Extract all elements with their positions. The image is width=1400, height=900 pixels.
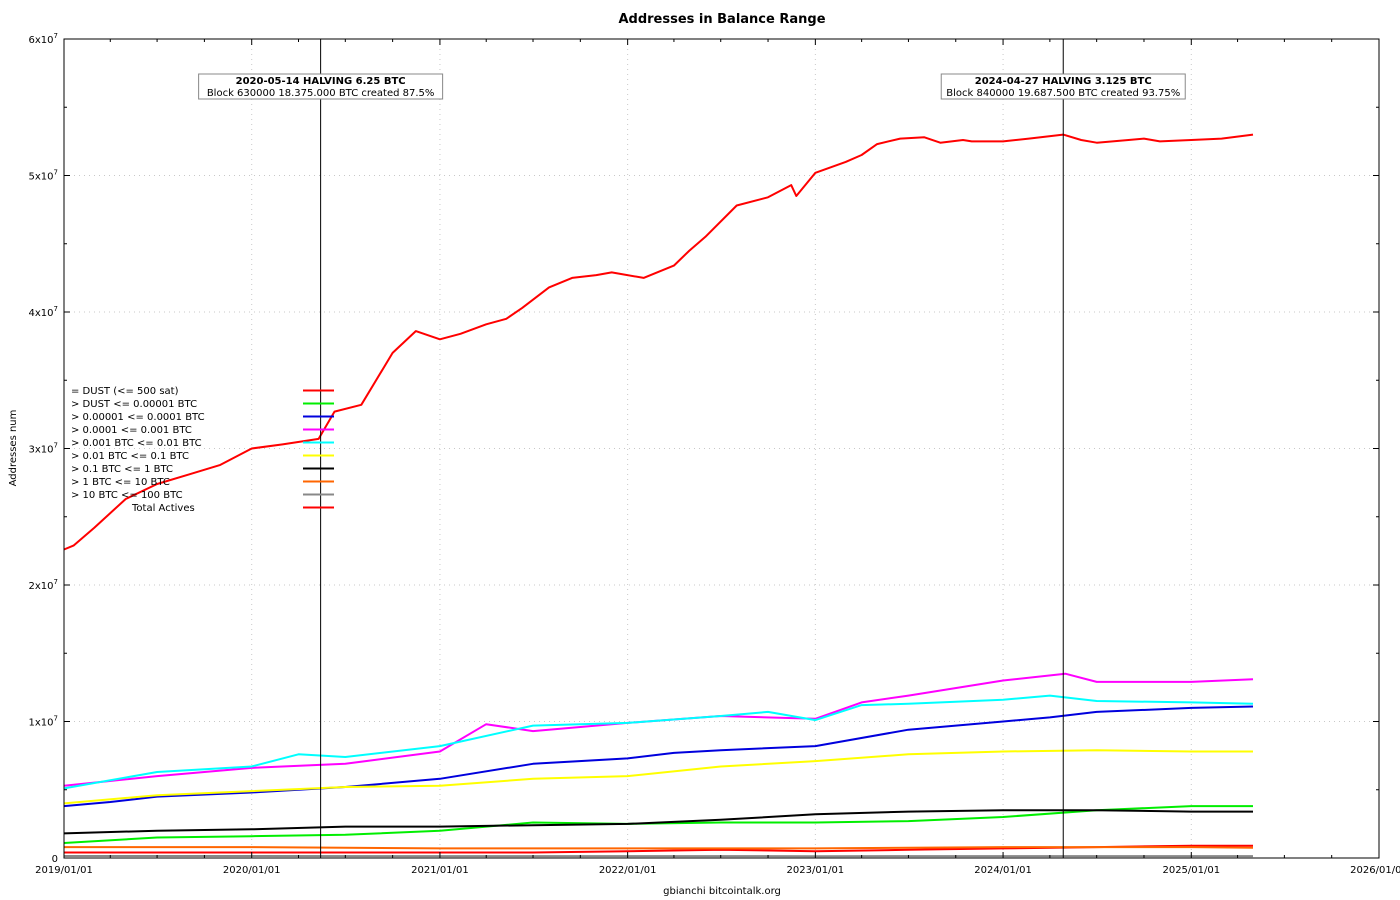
y-tick-base: 5x10	[29, 172, 54, 183]
x-tick-label: 2022/01/01	[599, 865, 657, 876]
ticks: 2019/01/01 2020/01/01 2021/01/01 2022/01/01…	[29, 32, 1400, 876]
legend-label: > 1 BTC <= 10 BTC	[71, 477, 170, 488]
legend-label: > 0.0001 <= 0.001 BTC	[71, 425, 192, 436]
chart-title: Addresses in Balance Range	[618, 12, 825, 27]
legend-label: Total Actives	[131, 503, 195, 514]
halving-label-title: 2020-05-14 HALVING 6.25 BTC	[236, 76, 406, 87]
legend-label: > 0.1 BTC <= 1 BTC	[71, 464, 173, 475]
legend-label: > 10 BTC <= 100 BTC	[71, 490, 183, 501]
y-tick-base: 3x10	[29, 445, 54, 456]
legend-label: = DUST (<= 500 sat)	[71, 386, 179, 397]
series-line-7	[64, 846, 1254, 850]
halving-label-title: 2024-04-27 HALVING 3.125 BTC	[975, 76, 1152, 87]
legend-label: > DUST <= 0.00001 BTC	[71, 399, 197, 410]
y-tick-base: 6x10	[29, 35, 54, 46]
legend-label: > 0.01 BTC <= 0.1 BTC	[71, 451, 189, 462]
legend: = DUST (<= 500 sat) > DUST <= 0.00001 BTC…	[71, 386, 334, 514]
series-group	[63, 133, 1254, 858]
series-line-6	[63, 809, 1253, 835]
y-tick-label: 0	[52, 854, 58, 865]
y-tick-base: 2x10	[29, 581, 54, 592]
series-line-1	[63, 805, 1253, 844]
y-tick-base: 4x10	[29, 308, 54, 319]
y-tick-exponent: 7	[54, 169, 58, 177]
x-tick-label: 2026/01/01	[1350, 865, 1400, 876]
y-tick-exponent: 7	[54, 32, 58, 40]
x-tick-label: 2019/01/01	[35, 865, 93, 876]
y-tick-label: 3x107	[29, 442, 58, 456]
y-tick-exponent: 7	[54, 442, 58, 450]
x-tick-label: 2021/01/01	[411, 865, 469, 876]
x-tick-label: 2024/01/01	[974, 865, 1032, 876]
x-axis-label: gbianchi bitcointalk.org	[663, 886, 781, 897]
halving-label-box	[198, 73, 444, 100]
x-tick-label: 2020/01/01	[223, 865, 281, 876]
y-tick-exponent: 7	[54, 715, 58, 723]
x-tick-label: 2025/01/01	[1162, 865, 1220, 876]
y-tick-label: 6x107	[29, 32, 58, 46]
halving-label-detail: Block 840000 19.687.500 BTC created 93.7…	[946, 88, 1180, 99]
y-tick-label: 2x107	[29, 578, 58, 592]
halving-label-detail: Block 630000 18.375.000 BTC created 87.5…	[207, 88, 435, 99]
y-tick-label: 1x107	[29, 715, 58, 729]
annotation-lines	[320, 39, 1064, 858]
series-line-2	[63, 705, 1254, 808]
y-tick-label: 4x107	[29, 305, 58, 319]
series-line-9	[63, 133, 1254, 551]
y-tick-label: 5x107	[29, 169, 58, 183]
y-axis-label: Addresses num	[8, 410, 19, 487]
series-line-4	[63, 694, 1254, 790]
y-tick-base: 0	[52, 854, 58, 865]
y-tick-base: 1x10	[29, 718, 54, 729]
y-tick-exponent: 7	[54, 578, 58, 586]
legend-label: > 0.00001 <= 0.0001 BTC	[71, 412, 205, 423]
series-line-5	[63, 749, 1253, 805]
x-tick-label: 2023/01/01	[787, 865, 845, 876]
halving-label-box	[940, 73, 1186, 100]
y-tick-exponent: 7	[54, 305, 58, 313]
legend-label: > 0.001 BTC <= 0.01 BTC	[71, 438, 202, 449]
